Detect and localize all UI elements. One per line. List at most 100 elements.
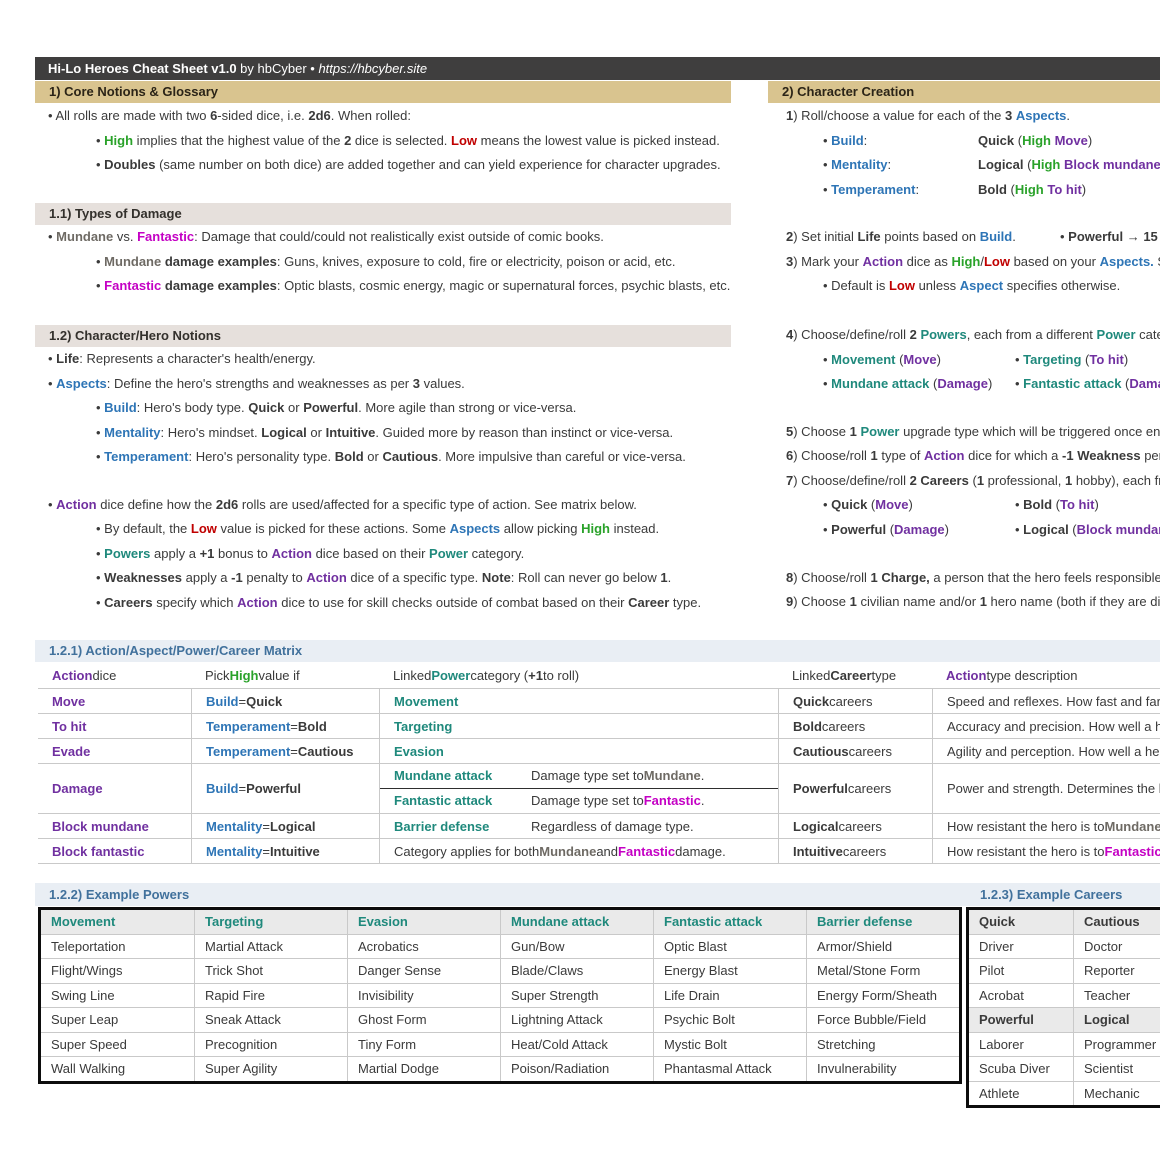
text-segment: • — [96, 253, 105, 269]
text-segment: Block mundane — [1063, 157, 1160, 172]
text-segment: +1 — [528, 668, 543, 683]
text-segment: Action — [52, 668, 93, 683]
text-segment: High — [1031, 157, 1061, 172]
text-segment: 1 — [786, 108, 794, 123]
text-segment: Low — [983, 253, 1010, 269]
powers-header-cell: Mundane attack — [500, 910, 653, 934]
text-segment: Move — [903, 351, 937, 367]
text-segment: 2d6 — [308, 108, 331, 123]
table-cell: Flight/Wings — [51, 963, 123, 978]
text-segment: Cautious — [793, 743, 849, 759]
left-column: 1) Core Notions & Glossary • All rolls ar… — [35, 81, 735, 615]
text-segment: . — [700, 768, 705, 784]
text-segment: upgrade type which will be triggered onc… — [899, 423, 1160, 439]
text-segment: • — [823, 351, 832, 367]
text-segment: • — [96, 424, 105, 440]
table-cell: Ghost Form — [347, 1008, 500, 1032]
text-segment: Damage — [937, 376, 988, 391]
example-powers-table: Movement Targeting Evasion Mundane attack Fa… — [38, 907, 962, 1084]
text-segment: . More impulsive than careful or vice-ve… — [438, 449, 686, 464]
text-segment: Powers — [104, 545, 151, 561]
text-segment: = — [238, 693, 247, 709]
text-segment: • — [823, 181, 832, 197]
text-segment: • — [1015, 521, 1024, 537]
text-segment: points based on — [880, 229, 980, 244]
matrix-cell: Powerful careers — [778, 764, 932, 813]
text-segment: Aspects. — [1099, 253, 1154, 269]
text-segment: ) — [1123, 351, 1129, 367]
text-segment: hero name (both if they are dif — [986, 594, 1160, 609]
table-row: Scuba Diver Scientist — [969, 1056, 1160, 1081]
text-segment: 1 Charge, — [870, 569, 930, 585]
power-category: Mundane attack — [394, 768, 531, 783]
matrix-header-cell: Action dice — [38, 663, 191, 688]
text-segment: • — [96, 278, 105, 293]
text-segment: ) — [1094, 497, 1099, 512]
text-segment: → — [1123, 229, 1144, 244]
matrix-cell: Block fantastic — [38, 839, 191, 863]
text-segment: ( — [895, 351, 904, 367]
text-segment: ( — [1023, 157, 1032, 172]
text-segment: Targeting — [1023, 351, 1082, 367]
text-segment: Doubles — [104, 157, 156, 172]
text-segment: Cautious — [297, 743, 354, 759]
text-segment: Build — [206, 781, 239, 796]
text-segment: : — [863, 132, 868, 148]
text-segment: 1 — [870, 448, 878, 463]
text-segment: Regardless of damage type. — [531, 818, 694, 834]
example-careers-table: Quick Cautious Driver Doctor Pilot Reporter Ac… — [966, 907, 1160, 1108]
section-header: 1) Core Notions & Glossary — [35, 81, 731, 103]
power-category: Evasion — [394, 744, 531, 759]
text-segment: To hit — [52, 718, 87, 734]
matrix-row: To hit Temperament = Bold Targeting Bold ca… — [38, 713, 1160, 738]
text-segment: ( — [886, 521, 895, 537]
matrix-row: Block mundane Mentality = Logical Barrier … — [38, 813, 1160, 838]
text-segment: • By default, the — [96, 521, 191, 536]
text-segment: Power — [429, 545, 469, 561]
text-segment: Action — [924, 448, 965, 463]
text-segment: Logical — [269, 818, 316, 834]
text-segment: Damage — [894, 521, 945, 537]
text-segment: Weakness — [1077, 448, 1141, 463]
table-row: Athlete Mechanic — [969, 1080, 1160, 1105]
table-cell: Swing Line — [51, 987, 115, 1003]
matrix-cell: Accuracy and precision. How well a her — [932, 714, 1160, 738]
section-header: 1.1) Types of Damage — [35, 203, 731, 225]
matrix-cell: Targeting — [379, 714, 778, 738]
matrix-cell: Mentality = Intuitive — [191, 839, 379, 863]
site-link[interactable]: https://hbcyber.site — [318, 61, 428, 76]
text-segment: Powers — [920, 327, 967, 342]
text-segment: Mundane — [56, 229, 114, 244]
careers-header-cell: Cautious — [1073, 910, 1160, 934]
text-segment: Damage type set to — [531, 793, 644, 808]
text-segment: Block fantastic — [52, 843, 145, 859]
text-line-col2: • Targeting (To hit) — [1015, 348, 1128, 373]
section-header-label: 1) Core Notions & Glossary — [49, 84, 219, 99]
powers-header-cell: Evasion — [347, 910, 500, 934]
text-segment: Life — [56, 351, 80, 366]
matrix-cell: Build = Quick — [191, 689, 379, 713]
table-cell: Psychic Bolt — [653, 1008, 806, 1032]
table-row: Laborer Programmer — [969, 1031, 1160, 1056]
text-line: • Life: Represents a character's health/… — [35, 347, 735, 372]
table-cell: Tiny Form — [347, 1032, 500, 1056]
text-segment: Evade — [52, 743, 91, 759]
text-segment: damage examples — [164, 278, 277, 293]
text-line: 4) Choose/define/roll 2 Powers, each fro… — [768, 323, 1160, 348]
text-segment: careers — [848, 743, 892, 759]
text-segment: Quick — [978, 132, 1015, 148]
text-segment: . — [1012, 229, 1016, 244]
text-line: • Movement (Move) • Targeting (To hit) — [768, 348, 1160, 373]
text-segment: dice of a specific type. — [346, 570, 482, 585]
text-segment: dice is selected. — [351, 132, 452, 148]
text-segment: category ( — [470, 668, 529, 683]
text-segment: Mundane attack — [394, 768, 493, 784]
text-segment: Powerful — [1068, 229, 1124, 244]
text-segment: 2 — [909, 327, 917, 342]
table-cell: Invulnerability — [806, 1057, 959, 1081]
title-segment: Hi-Lo Heroes Cheat Sheet v1.0 — [48, 61, 237, 76]
text-segment: . When rolled: — [330, 108, 411, 123]
text-segment: means the lowest value is picked instead… — [477, 132, 720, 148]
text-segment: • All rolls are made with two — [48, 108, 211, 123]
text-segment: • — [823, 376, 832, 391]
